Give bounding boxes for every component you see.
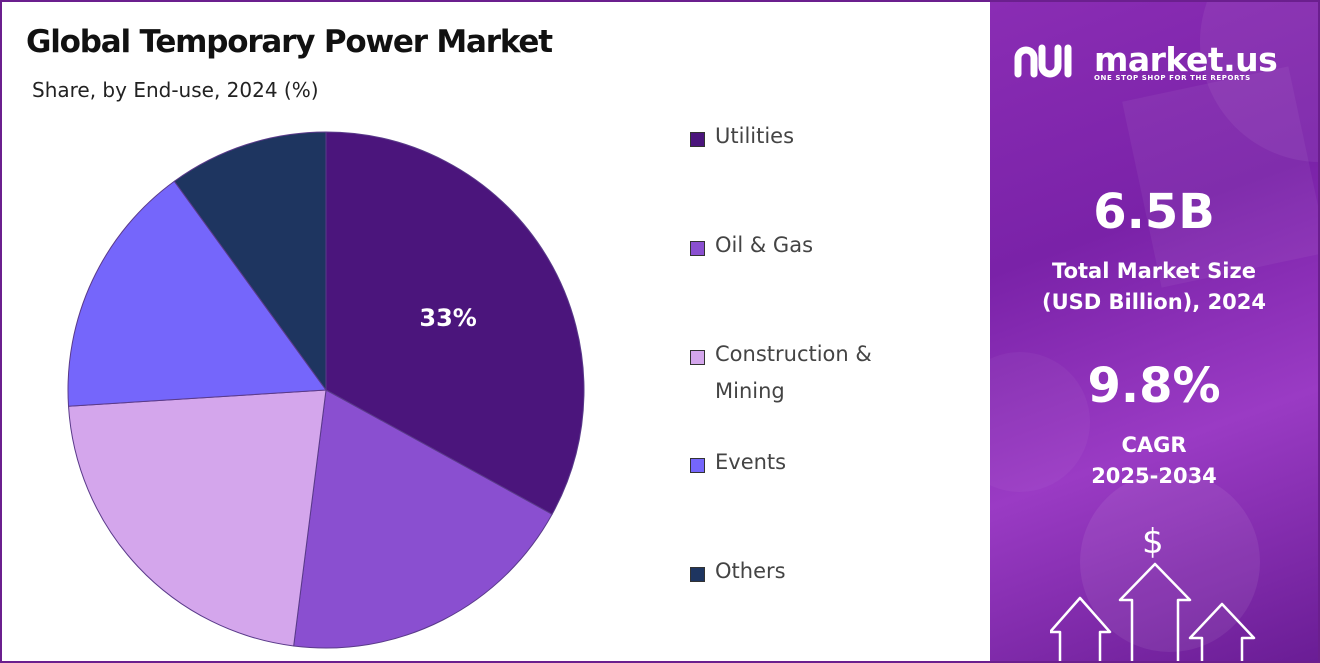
market-size-label-line2: (USD Billion), 2024 (1041, 290, 1267, 314)
pie-slice-construction-mining (67, 389, 327, 647)
market-size-label-line1: Total Market Size (1052, 259, 1256, 283)
legend-swatch (690, 458, 705, 473)
dollar-icon: $ (1142, 522, 1164, 562)
cagr-label-line1: CAGR (1121, 433, 1187, 457)
legend-label: Oil & Gas (715, 233, 814, 257)
chart-title: Global Temporary Power Market (26, 24, 553, 60)
legend-label: Construction & Mining (715, 342, 872, 403)
pie-slice-events (67, 180, 327, 407)
legend-swatch (690, 567, 705, 582)
pie-slice-utilities (325, 131, 585, 515)
cagr-value: 9.8% (1087, 358, 1221, 414)
legend-label: Utilities (715, 124, 795, 148)
chart-subtitle: Share, by End-use, 2024 (%) (32, 78, 319, 102)
legend-swatch (690, 350, 705, 365)
legend-swatch (690, 132, 705, 147)
pie-slice-oil-gas (293, 389, 553, 649)
legend-label: Others (715, 559, 786, 583)
legend-swatch (690, 241, 705, 256)
cagr-label-line2: 2025-2034 (1091, 464, 1217, 488)
brand-tagline: ONE STOP SHOP FOR THE REPORTS (1094, 74, 1251, 82)
legend-item-utilities: Utilities (690, 124, 794, 155)
pie-slice-others (173, 131, 327, 392)
summary-panel: market.us ONE STOP SHOP FOR THE REPORTS … (990, 2, 1318, 661)
legend-item-events: Events (690, 450, 786, 481)
market-size-value: 6.5B (1093, 184, 1215, 240)
growth-arrows-icon (1050, 562, 1256, 661)
panel-background-decoration (990, 2, 1318, 652)
pie-chart: 33% (67, 131, 585, 649)
legend-item-construction-mining: Construction & Mining (690, 342, 900, 410)
market-us-logo-icon (1014, 44, 1072, 78)
legend-label: Events (715, 450, 787, 474)
brand-name: market.us (1094, 40, 1278, 79)
legend-item-others: Others (690, 559, 786, 590)
brand-logo: market.us (1012, 40, 1278, 80)
legend-item-oil-gas: Oil & Gas (690, 233, 813, 264)
pie-data-label: 33% (419, 304, 476, 332)
